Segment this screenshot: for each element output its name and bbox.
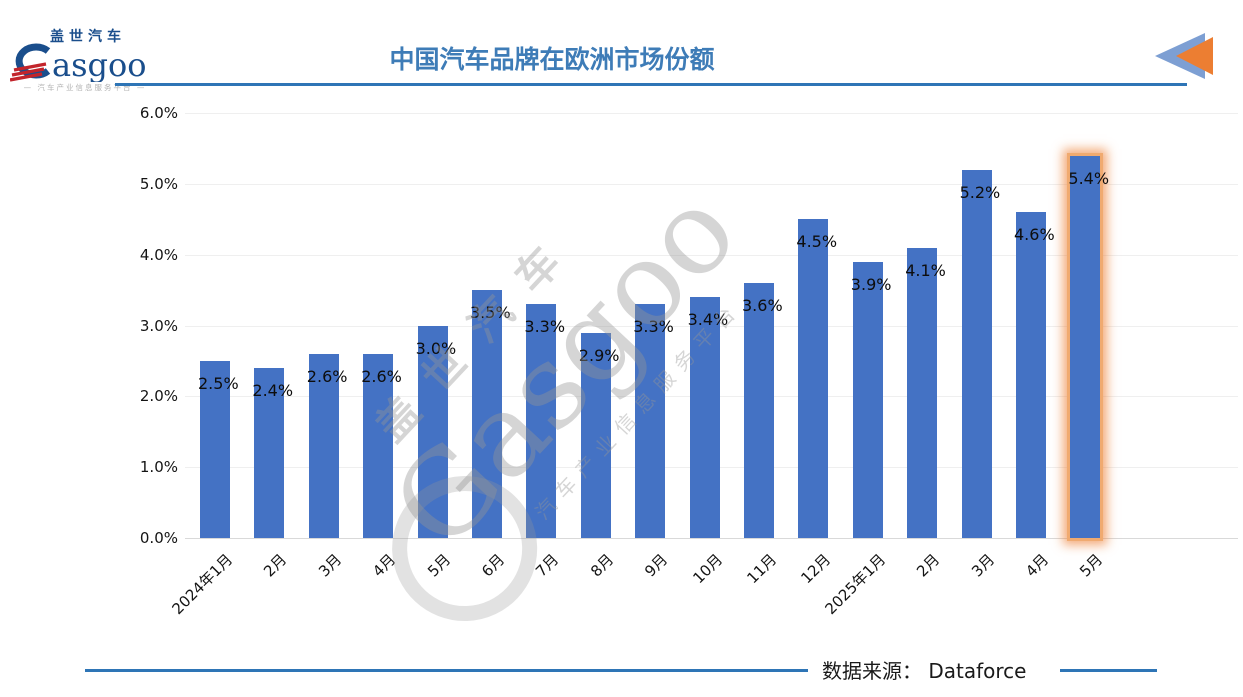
bar-value-label: 2.6%	[306, 366, 348, 386]
y-axis-tick-label: 5.0%	[139, 174, 178, 193]
bar-value-label: 5.2%	[959, 182, 1001, 202]
bar-value-label: 3.3%	[524, 317, 566, 337]
bar	[526, 304, 557, 538]
footer-divider-left	[85, 669, 808, 672]
bar	[1016, 212, 1046, 538]
y-axis-tick-label: 4.0%	[139, 245, 178, 264]
bar	[961, 169, 992, 538]
bar	[308, 353, 339, 538]
y-axis-tick-label: 0.0%	[139, 529, 178, 547]
gridline	[185, 254, 1238, 256]
y-axis-tick-label: 6.0%	[139, 104, 178, 122]
bar-value-label: 3.3%	[633, 317, 674, 337]
gridline	[185, 183, 1238, 185]
bar	[472, 290, 502, 538]
gasgoo-logo: 盖世汽车 asgoo — 汽车产业信息服务平台 —	[10, 30, 160, 93]
bar	[417, 325, 448, 538]
page-title: 中国汽车品牌在欧洲市场份额	[389, 45, 715, 74]
bar-value-label: 3.9%	[850, 274, 892, 294]
y-axis-tick-label: 1.0%	[139, 458, 178, 477]
y-axis-tick-label: 2.0%	[139, 387, 178, 406]
gasgoo-wordmark-icon: asgoo	[10, 43, 147, 82]
bar	[580, 332, 611, 538]
gridline	[185, 113, 1238, 114]
bar-value-label: 2.9%	[578, 345, 620, 365]
bar	[689, 297, 720, 538]
header-divider	[115, 83, 1187, 86]
bar	[254, 368, 285, 538]
logo-chinese-name: 盖世汽车	[50, 29, 126, 45]
y-axis-tick-label: 3.0%	[139, 316, 178, 335]
logo-tagline: — 汽车产业信息服务平台 —	[23, 83, 147, 92]
bar	[635, 304, 666, 538]
bar	[798, 219, 829, 538]
bar-value-label: 4.6%	[1014, 225, 1055, 245]
bar-value-label: 3.0%	[415, 338, 457, 358]
bar	[907, 247, 938, 538]
orange-triangle-icon	[1176, 37, 1213, 75]
corner-arrows-icon	[1155, 33, 1215, 83]
bar	[200, 360, 230, 538]
bar	[852, 261, 883, 538]
bar	[1070, 155, 1101, 538]
bar-value-label: 3.6%	[742, 296, 783, 315]
bar-value-label: 2.6%	[361, 366, 402, 386]
bar-value-label: 2.5%	[198, 373, 239, 393]
bar-value-label: 2.4%	[252, 381, 294, 400]
gridline	[185, 538, 1238, 539]
data-source-label: 数据来源： Dataforce	[822, 659, 1027, 683]
bar-value-label: 5.4%	[1068, 168, 1110, 188]
bar-value-label: 4.1%	[905, 260, 946, 280]
svg-text:asgoo: asgoo	[52, 46, 147, 82]
plot-area: 2.5% 2.4% 2.6% 2.6% 3.0% 3.5% 3.3% 2.9% 3.3% 3.4%…	[185, 113, 1238, 538]
footer-divider-right	[1060, 669, 1157, 672]
bar-value-label: 3.4%	[687, 310, 729, 330]
bar-value-label: 4.5%	[796, 232, 838, 252]
bar	[744, 283, 774, 538]
bar-value-label: 3.5%	[470, 303, 511, 323]
bar	[363, 353, 394, 538]
